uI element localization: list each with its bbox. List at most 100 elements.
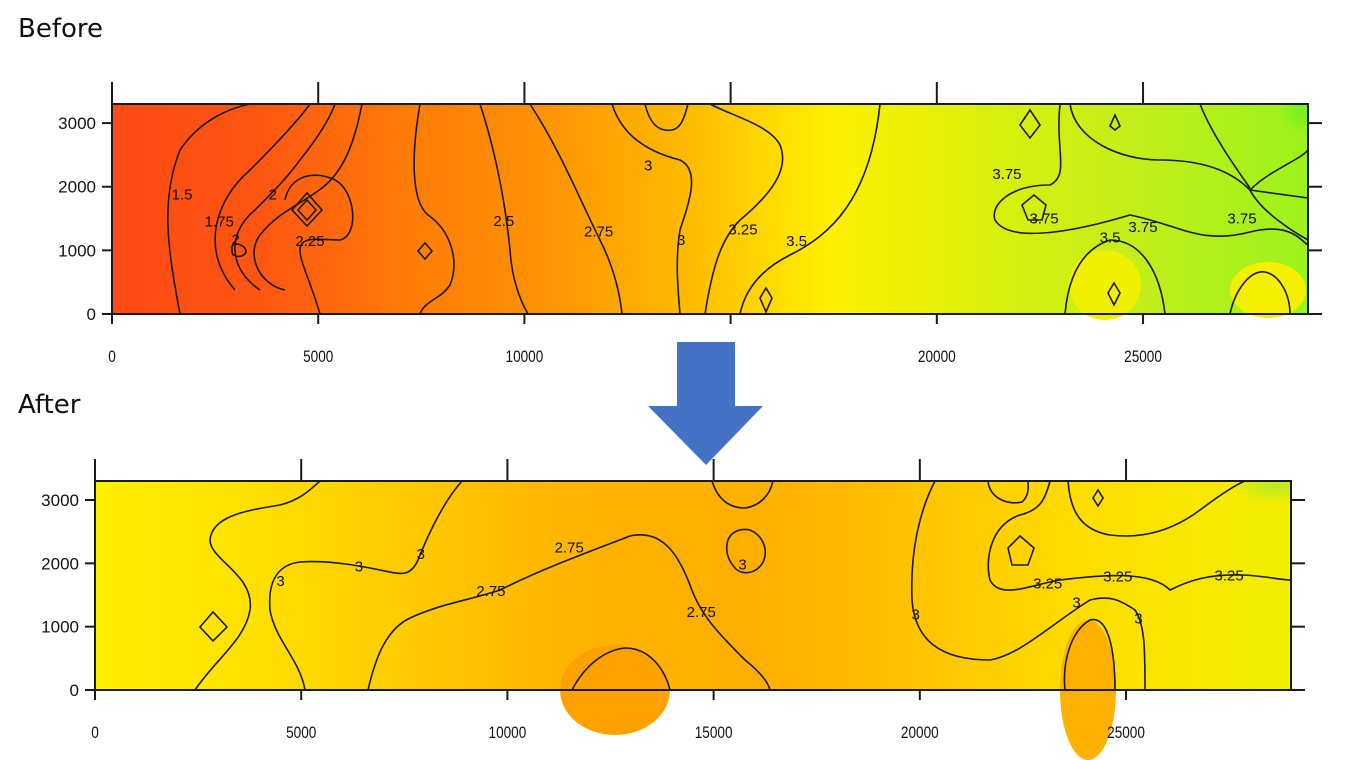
contour-line [268,480,463,691]
after-contour-label: 3 [912,607,920,624]
before-plot-frame [111,103,1309,315]
before-y-tick-label: 2000 [58,178,96,197]
contour-line [739,103,881,315]
contour-island [416,241,434,261]
after-plot-frame [94,480,1292,691]
after-contour-labels: 3 3 3 2.75 2.75 3 2.75 3 3.25 3.25 3.25 3 3 [276,540,1244,628]
contour-island [198,610,229,643]
after-contour-label: 3 [417,546,425,563]
after-contour-label: 3 [276,573,284,590]
contour-line [1249,189,1309,241]
contour-line [234,103,336,291]
after-chart: 0 5000 10000 15000 20000 25000 0 1000 2000 3000 3… [41,459,1305,760]
before-x-tick-label: 25000 [1124,348,1162,367]
before-yellow-lobe [1230,262,1306,318]
before-contour-label: 3.5 [786,233,807,250]
contour-line [571,647,671,691]
contour-island [725,528,766,574]
contour-line [1249,189,1309,199]
before-yellow-lobe-2 [1069,250,1141,320]
after-y-tick-label: 1000 [41,618,79,637]
down-arrow-icon [648,342,763,465]
before-x-tick-label: 10000 [506,348,544,367]
contour-line [987,480,1292,591]
after-x-tick-label: 0 [91,724,99,743]
after-orange-lobe-3 [714,481,770,511]
after-contour-label: 3 [1072,595,1080,612]
before-contour-label: 3 [677,232,685,249]
contour-line [711,480,774,509]
before-x-tick-label: 0 [108,348,116,367]
contour-line [1199,103,1251,189]
after-y-tick-label: 3000 [41,491,79,510]
contour-line [993,103,1309,246]
contour-line [529,103,623,315]
after-contour-label: 3.25 [1215,567,1244,584]
after-y-tick-label: 2000 [41,554,79,573]
before-contour-label: 3.75 [1128,219,1157,236]
after-contour-label: 3 [738,557,746,574]
contour-island [1021,193,1047,221]
before-contour-lines [167,103,1309,315]
after-contour-label: 2.75 [555,540,584,557]
before-contour-label: 3 [644,158,652,175]
after-contour-label: 3.25 [1103,569,1132,586]
after-x-tick-label: 20000 [901,724,939,743]
contour-line [1064,239,1166,315]
before-contour-label: 3.25 [728,221,757,238]
contour-line [1229,271,1291,315]
contour-line [214,103,311,291]
after-contour-label: 3 [355,559,363,576]
before-contour-label: 2 [269,186,277,203]
before-contour-label: 3.75 [1227,211,1256,228]
contour-line [284,174,354,315]
before-x-tick-label: 20000 [918,348,956,367]
contour-line [1069,103,1309,192]
contour-island [296,198,318,222]
contour-line [611,103,693,315]
contour-island [1109,113,1121,132]
before-contour-label: 1.5 [172,186,193,203]
contour-line [167,103,251,315]
contour-island [1007,534,1035,566]
before-y-tick-label: 0 [87,305,96,324]
after-contour-label: 2.75 [687,604,716,621]
contour-line [413,103,455,315]
contour-island [759,286,773,315]
after-x-tick-label: 5000 [286,724,316,743]
after-contour-label: 3.25 [1033,576,1062,593]
before-x-tick-label: 5000 [303,348,333,367]
before-contour-label: 2 [232,232,240,249]
after-axes: 0 5000 10000 15000 20000 25000 0 1000 2000 3000 [41,459,1305,742]
before-y-tick-label: 1000 [58,241,96,260]
before-contour-label: 2.5 [493,213,514,230]
contour-line [987,480,1030,504]
after-contour-lines [194,480,1292,691]
after-contour-label: 3 [1134,610,1142,627]
contour-island [1019,108,1041,140]
contour-line [367,533,771,691]
contour-line [253,103,363,291]
after-y-tick-label: 0 [70,681,79,700]
contour-line [1067,480,1246,537]
contour-line [479,103,529,315]
contour-island [1092,488,1104,508]
before-contour-label: 3.75 [1029,211,1058,228]
before-label: Before [18,14,104,44]
before-axes: 0 5000 10000 20000 25000 0 1000 2000 3000 [58,82,1322,366]
contour-line [704,103,784,315]
contour-island [290,191,324,228]
after-x-tick-label: 15000 [695,724,733,743]
contour-island [231,243,247,258]
before-y-tick-label: 3000 [58,114,96,133]
contour-line [1063,618,1116,691]
contour-line [194,480,321,691]
after-x-tick-label: 10000 [489,724,527,743]
before-contour-label: 2.25 [295,233,324,250]
after-green-region [1050,481,1291,581]
after-contour-label: 2.75 [476,583,505,600]
before-contour-label: 3.75 [992,166,1021,183]
